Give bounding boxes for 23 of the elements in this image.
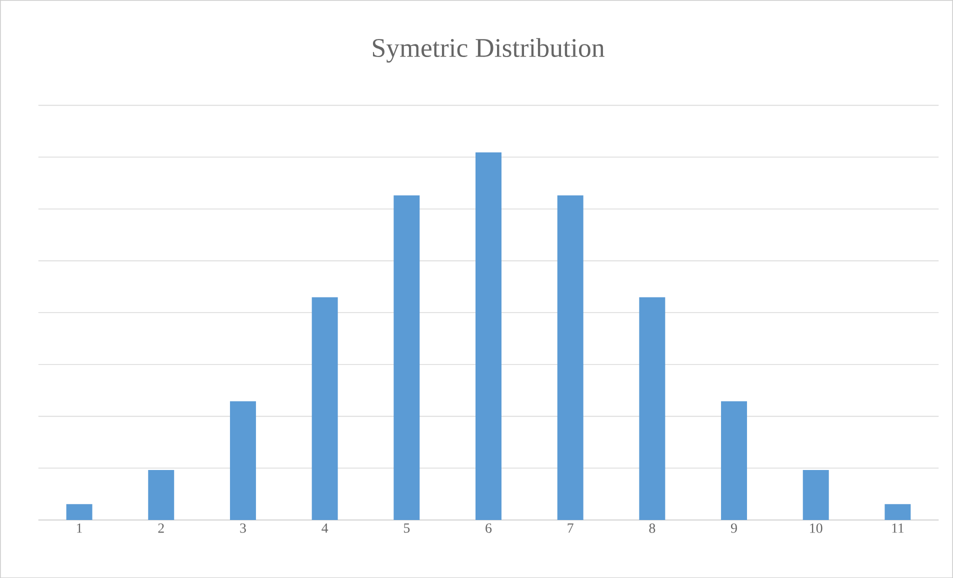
x-tick-label: 4 bbox=[322, 523, 328, 532]
bar bbox=[721, 401, 748, 520]
bar bbox=[148, 470, 174, 520]
x-tick-label: 3 bbox=[240, 523, 246, 533]
bar bbox=[394, 195, 420, 520]
chart-title: Symetric Distribution bbox=[372, 38, 604, 62]
bar bbox=[557, 195, 584, 520]
x-tick-label: 6 bbox=[486, 523, 492, 533]
x-tick-label: 2 bbox=[158, 523, 164, 533]
x-tick-label: 11 bbox=[892, 523, 904, 533]
bar bbox=[884, 504, 911, 520]
x-tick-label: 9 bbox=[730, 523, 737, 533]
x-tick-label: 1 bbox=[77, 523, 82, 533]
x-tick-label: 7 bbox=[568, 523, 574, 532]
bar bbox=[476, 152, 502, 520]
x-tick-label: 5 bbox=[404, 523, 410, 533]
bar bbox=[312, 297, 338, 520]
x-tick-label: 8 bbox=[649, 523, 656, 533]
bar bbox=[802, 470, 829, 520]
bar bbox=[66, 504, 92, 520]
bar bbox=[230, 401, 256, 520]
x-tick-label: 10 bbox=[810, 523, 822, 533]
bar bbox=[639, 297, 666, 520]
